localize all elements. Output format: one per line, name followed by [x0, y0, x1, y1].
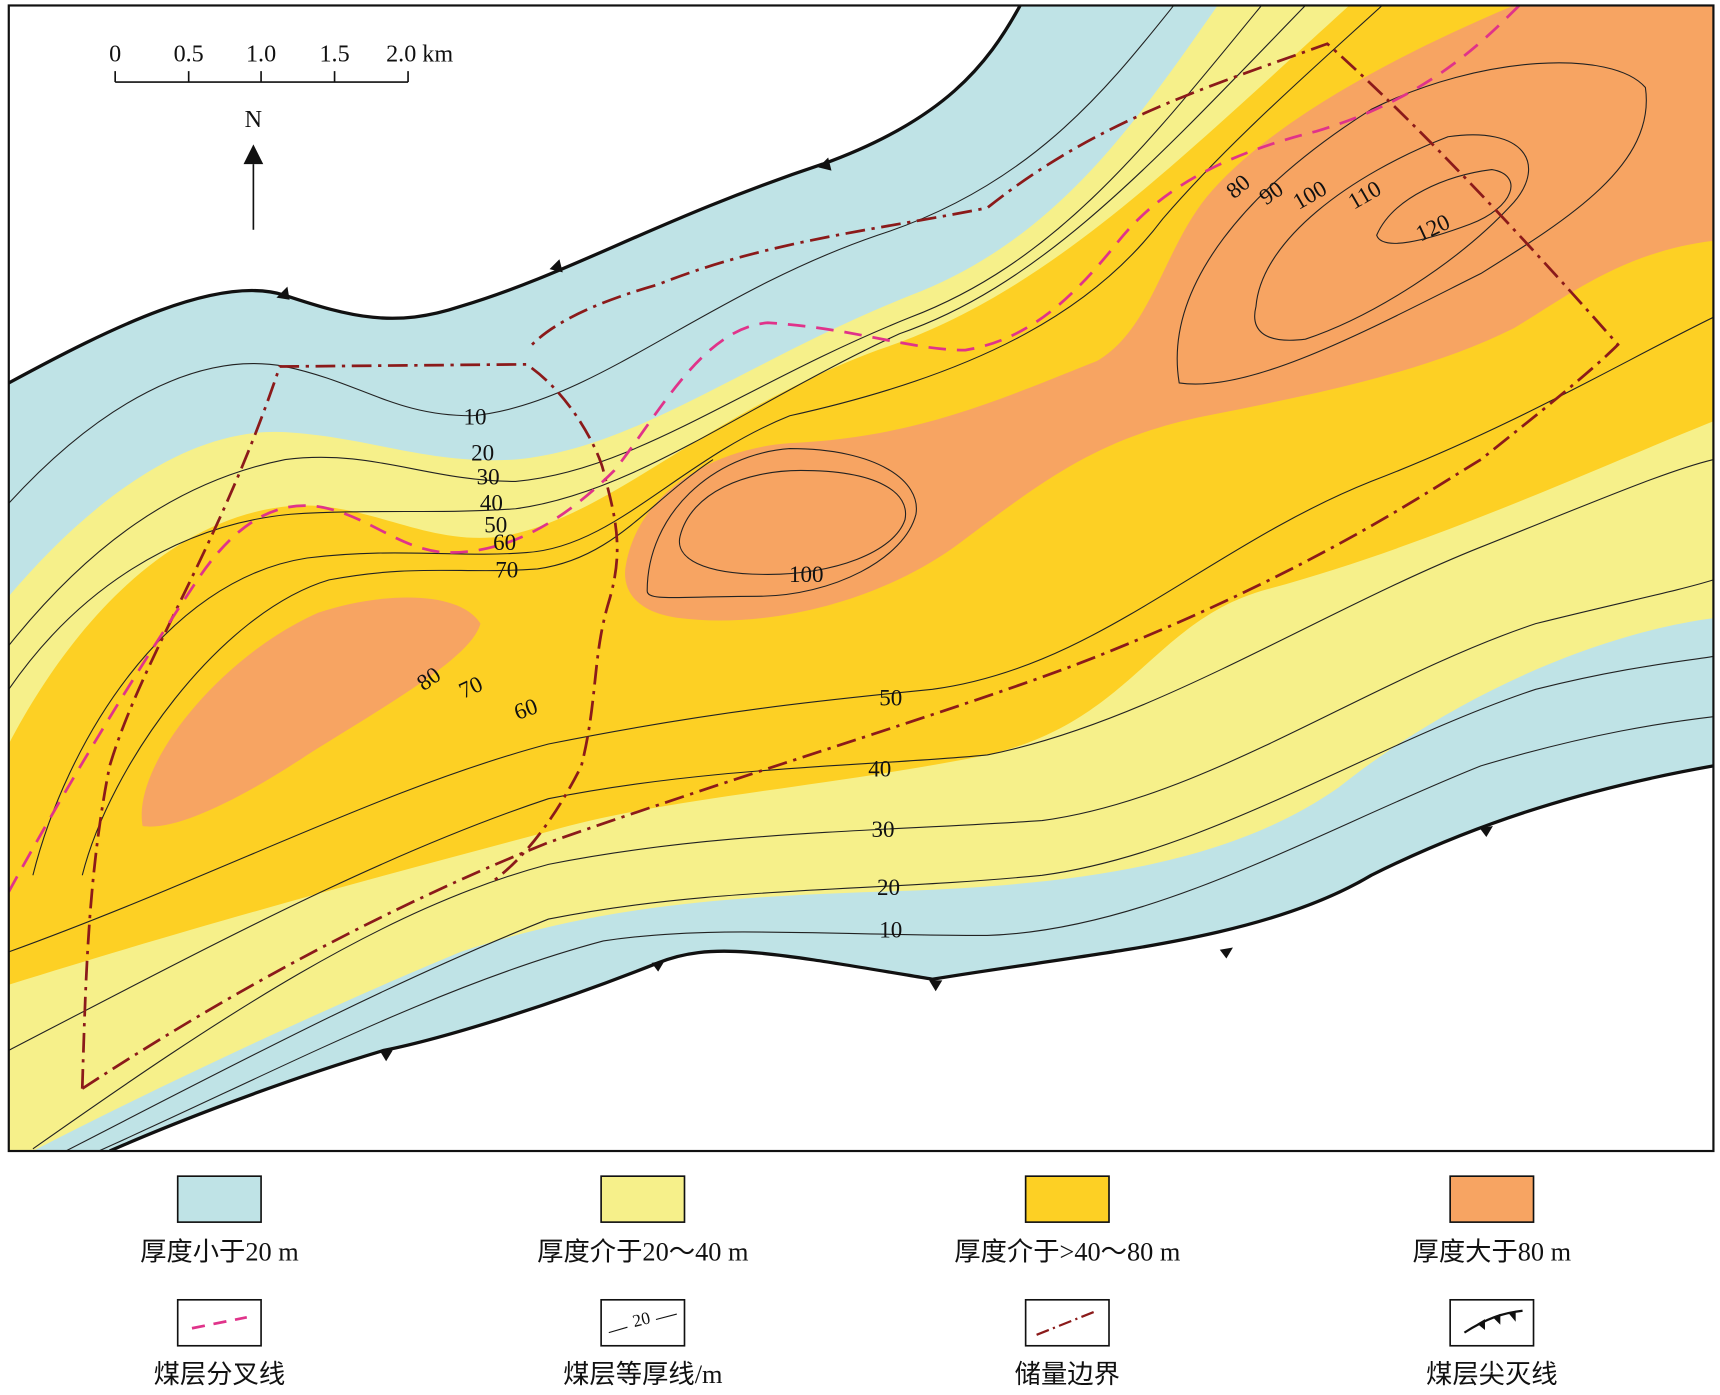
contour-label: 50: [879, 686, 902, 711]
scale-label: 1.5: [319, 41, 349, 67]
band-over-80: [625, 5, 1714, 621]
contour-label: 30: [477, 465, 500, 490]
contour-label: 50: [484, 513, 507, 538]
north-label: N: [245, 107, 262, 133]
legend-sample: 20: [630, 1307, 652, 1331]
pinch-out-line: [8, 5, 1022, 385]
bifurcation-line: [8, 5, 1521, 893]
legend-label: 厚度介于>40～80 m: [954, 1237, 1181, 1266]
pinch-out-line: [109, 764, 1714, 1152]
contour-label: 20: [471, 440, 494, 465]
scale-bar: [114, 71, 409, 83]
thickness-map: 10 20 30 40 50 60 70 100 80 70 60 50 40 …: [8, 5, 1714, 1152]
pinch-out-ticks: [276, 157, 1493, 1062]
scale-label: 0: [109, 41, 121, 67]
scale-label: 2.0 km: [386, 41, 453, 67]
legend-label: 厚度介于20～40 m: [537, 1237, 749, 1266]
contour-label: 70: [495, 558, 518, 583]
contour-label: 40: [868, 757, 891, 782]
contour-label: 10: [879, 917, 902, 942]
reserve-boundary: [80, 42, 1620, 1090]
legend-label: 煤层分叉线: [154, 1360, 286, 1389]
band-over-80: [141, 597, 481, 827]
scale-label: 0.5: [174, 41, 204, 67]
contour-label: 30: [872, 817, 895, 842]
legend-label: 储量边界: [1015, 1360, 1120, 1389]
scale-label: 1.0: [246, 41, 276, 67]
contour-label: 20: [877, 875, 900, 900]
map-frame: [7, 4, 1715, 1153]
legend: [176, 1175, 1535, 1347]
legend-label: 厚度大于80 m: [1413, 1237, 1572, 1266]
legend-label: 煤层尖灭线: [1426, 1360, 1558, 1389]
contour-label: 100: [789, 562, 824, 587]
legend-label: 厚度小于20 m: [140, 1237, 299, 1266]
scale-labels: 0 0.5 1.0 1.5 2.0 km: [109, 41, 453, 67]
contour-label: 40: [480, 491, 503, 516]
contour-label: 10: [463, 404, 486, 429]
legend-label: 煤层等厚线/m: [563, 1360, 723, 1389]
contour-label: 60: [493, 530, 516, 555]
contour-lines: [8, 5, 1714, 1152]
north-arrow: [243, 144, 264, 230]
